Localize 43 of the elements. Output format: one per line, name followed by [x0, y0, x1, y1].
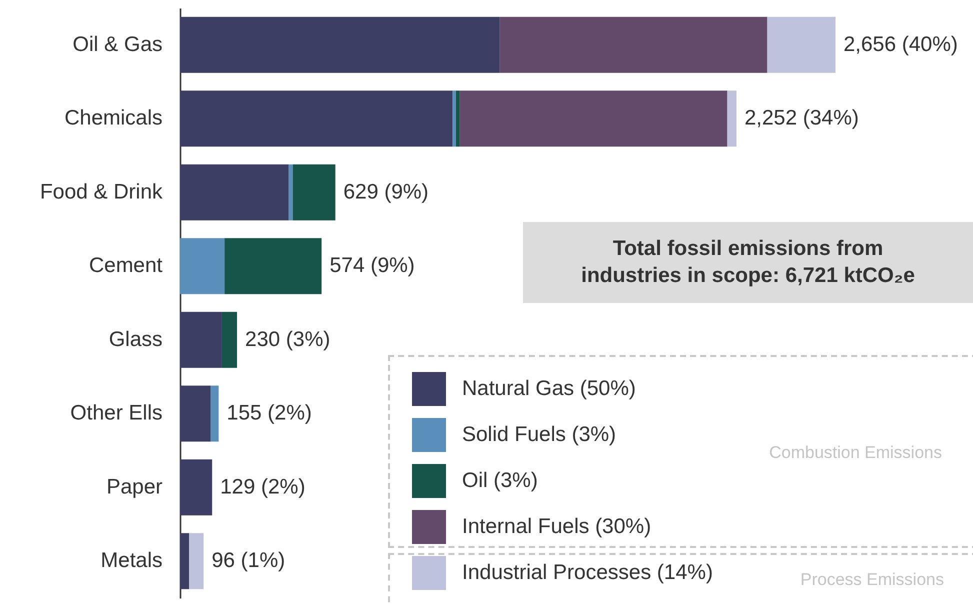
legend-label: Internal Fuels (30%)	[462, 515, 652, 538]
bar	[452, 90, 456, 147]
total-label: 129 (2%)	[220, 475, 306, 498]
bar	[500, 16, 768, 73]
y-tick-label: Chemicals	[64, 106, 162, 130]
note-box: Total fossil emissions from industries in scope: 6,721 ktCO₂e	[523, 222, 973, 303]
y-tick-label: Metals	[100, 549, 162, 572]
bar	[460, 90, 728, 147]
bar	[180, 16, 500, 73]
bar	[180, 312, 222, 368]
y-tick-label: Glass	[108, 328, 162, 351]
bar	[180, 459, 212, 516]
legend-label: Industrial Processes (14%)	[462, 561, 713, 584]
legend-label: Natural Gas (50%)	[462, 377, 636, 400]
total-label: 574 (9%)	[330, 254, 415, 278]
bar	[456, 90, 460, 147]
legend-label: Oil (3%)	[462, 469, 538, 492]
total-label: 629 (9%)	[343, 180, 429, 204]
y-tick-label: Food & Drink	[40, 180, 163, 204]
bar	[180, 164, 289, 220]
y-tick-label: Other Ells	[70, 402, 162, 425]
bar	[767, 16, 836, 73]
total-label: 2,252 (34%)	[744, 106, 859, 130]
bar	[180, 90, 453, 147]
y-tick-label: Paper	[106, 475, 162, 498]
legend-label: Solid Fuels (3%)	[462, 423, 616, 446]
bar	[210, 386, 219, 442]
bar	[180, 386, 211, 442]
annotation: Process Emissions	[800, 570, 944, 590]
total-label: 2,656 (40%)	[843, 32, 958, 56]
bar	[180, 533, 190, 590]
bar	[180, 238, 225, 294]
annotation: Combustion Emissions	[769, 443, 942, 463]
bar	[727, 90, 736, 147]
y-tick-label: Cement	[88, 254, 163, 278]
bar	[189, 533, 204, 590]
y-tick-label: Oil & Gas	[72, 32, 162, 56]
total-label: 230 (3%)	[245, 328, 330, 351]
bar	[222, 312, 238, 368]
bar	[224, 238, 322, 294]
total-label: 96 (1%)	[212, 549, 286, 572]
total-label: 155 (2%)	[226, 402, 312, 425]
bar	[292, 164, 336, 220]
